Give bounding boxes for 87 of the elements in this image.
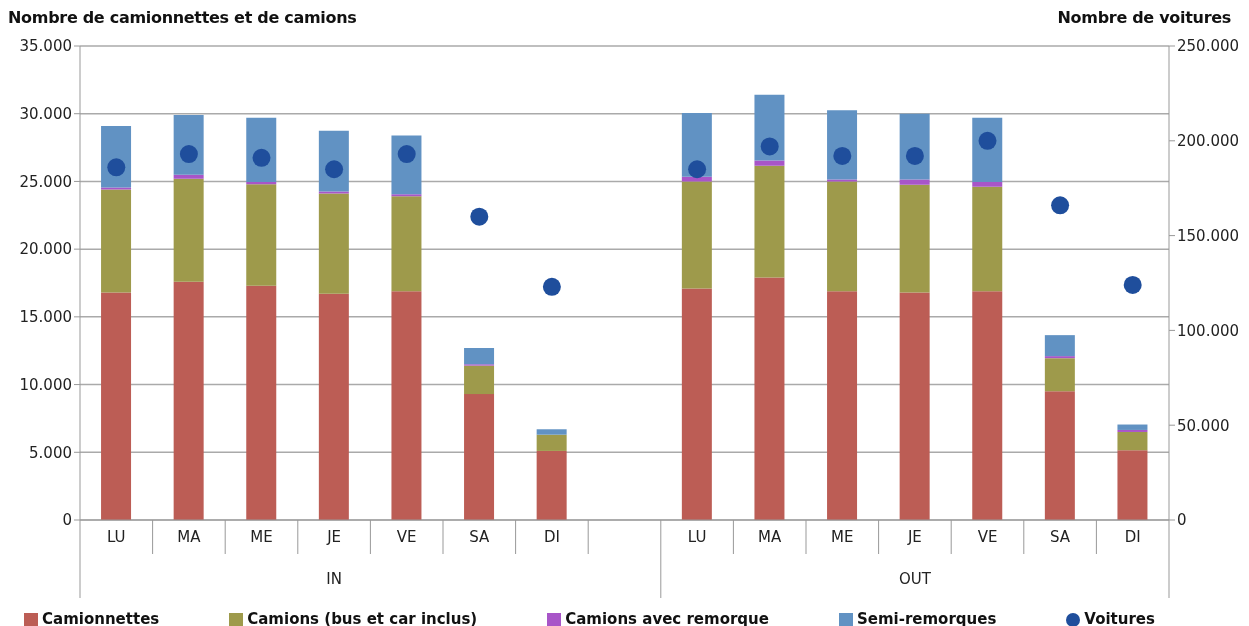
x-tick-label: MA xyxy=(177,528,202,546)
bar xyxy=(1044,391,1075,520)
y2-tick-label: 0 xyxy=(1177,511,1187,530)
bar xyxy=(754,165,785,278)
legend-label: Voitures xyxy=(1084,610,1155,626)
x-tick-label: ME xyxy=(250,528,273,546)
y-tick-label: 30.000 xyxy=(19,105,72,124)
point xyxy=(397,145,416,164)
x-tick-label: DI xyxy=(543,528,560,546)
legend-label: Camionnettes xyxy=(42,610,160,626)
point xyxy=(760,137,779,156)
y-tick-label: 35.000 xyxy=(19,37,72,56)
bar xyxy=(536,429,567,435)
bar xyxy=(391,291,422,520)
y2-tick-label: 100.000 xyxy=(1177,321,1240,340)
bar xyxy=(1044,358,1075,392)
bar xyxy=(1117,429,1148,432)
bar xyxy=(827,181,858,292)
y-tick-label: 20.000 xyxy=(19,240,72,259)
x-tick-label: VE xyxy=(977,528,998,546)
bar xyxy=(101,292,132,520)
x-tick-label: ME xyxy=(831,528,854,546)
bar xyxy=(173,174,204,179)
x-tick-label: DI xyxy=(1124,528,1141,546)
bar xyxy=(246,285,277,520)
x-tick-label: JE xyxy=(326,528,342,546)
bar xyxy=(1117,424,1148,430)
y-tick-label: 10.000 xyxy=(19,375,72,394)
bar xyxy=(246,184,277,286)
bar xyxy=(899,184,930,293)
text: IN xyxy=(326,570,342,588)
bar xyxy=(173,281,204,520)
point xyxy=(1051,196,1070,215)
bar xyxy=(173,178,204,282)
y2-tick-label: 250.000 xyxy=(1177,37,1240,56)
bar xyxy=(899,292,930,520)
bar xyxy=(1044,335,1075,357)
bar xyxy=(464,348,495,365)
legend-label: Camions (bus et car inclus) xyxy=(247,610,478,626)
point xyxy=(107,158,126,177)
bar xyxy=(1117,431,1148,451)
bar xyxy=(1044,356,1075,359)
bar xyxy=(754,277,785,520)
y2-tick-label: 200.000 xyxy=(1177,132,1240,151)
bar xyxy=(681,181,712,289)
bar xyxy=(101,189,132,293)
point xyxy=(688,160,707,179)
bar xyxy=(681,288,712,520)
bar xyxy=(391,194,422,197)
x-tick-label: LU xyxy=(687,528,707,546)
text: OUT xyxy=(898,570,932,588)
bar xyxy=(391,196,422,292)
x-tick-label: LU xyxy=(107,528,126,546)
bar xyxy=(827,179,858,182)
x-tick-label: MA xyxy=(758,528,783,546)
y2-axis-title: Nombre de voitures xyxy=(1057,8,1231,29)
bar xyxy=(827,291,858,520)
bar xyxy=(972,186,1003,292)
bar xyxy=(899,179,930,185)
point xyxy=(470,207,489,226)
bar xyxy=(972,291,1003,520)
bar xyxy=(1117,450,1148,520)
y-axis-title: Nombre de camionnettes et de camions xyxy=(8,8,357,29)
bar xyxy=(972,182,1003,187)
point xyxy=(542,277,561,296)
x-tick-label: SA xyxy=(1050,528,1071,546)
bar xyxy=(318,193,349,294)
bar xyxy=(754,160,785,166)
bar xyxy=(101,187,132,190)
point xyxy=(1123,275,1142,294)
y-tick-label: 25.000 xyxy=(19,172,72,191)
bar xyxy=(464,365,495,395)
bar xyxy=(536,434,567,451)
bar xyxy=(246,182,277,185)
bar xyxy=(464,394,495,520)
bar xyxy=(536,450,567,520)
x-tick-label: VE xyxy=(396,528,417,546)
x-tick-label: SA xyxy=(469,528,491,546)
point xyxy=(833,146,852,165)
y-tick-label: 0 xyxy=(62,511,72,530)
y2-tick-label: 50.000 xyxy=(1177,416,1230,435)
y2-tick-label: 150.000 xyxy=(1177,226,1240,245)
bar xyxy=(318,191,349,194)
y-tick-label: 15.000 xyxy=(19,308,72,327)
bar xyxy=(318,293,349,520)
x-tick-label: JE xyxy=(906,528,922,546)
y-tick-label: 5.000 xyxy=(29,443,72,462)
